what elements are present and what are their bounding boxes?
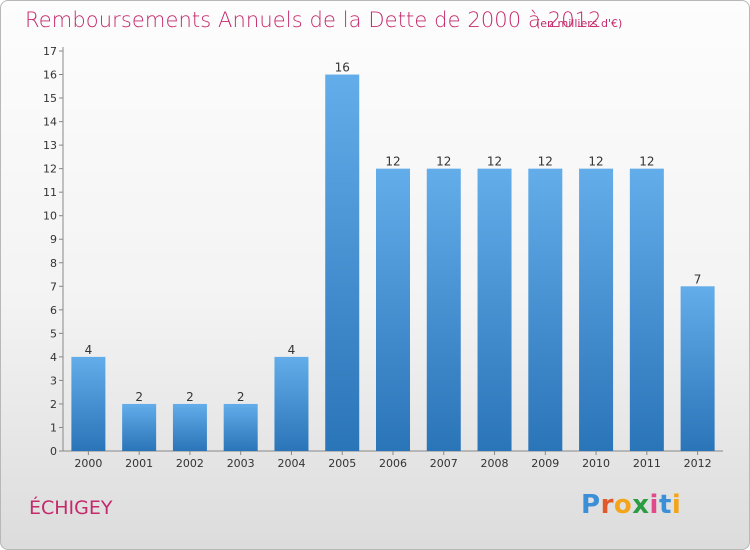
data-label: 12 [487, 155, 502, 169]
bar [579, 168, 614, 451]
data-label: 12 [588, 155, 603, 169]
data-label: 2 [237, 390, 245, 404]
x-tick-label: 2011 [633, 457, 661, 470]
chart-subtitle: (en milliers d'€) [536, 17, 623, 30]
y-tick-label: 3 [50, 374, 57, 387]
logo-letter: r [600, 490, 614, 520]
proxiti-logo[interactable]: Proxiti [581, 490, 681, 520]
y-tick-label: 11 [43, 186, 57, 199]
y-tick-label: 0 [50, 445, 57, 458]
bar [172, 403, 207, 451]
y-tick-label: 14 [43, 116, 57, 129]
data-label: 12 [538, 155, 553, 169]
logo-letter: x [632, 490, 650, 520]
bar [477, 168, 512, 451]
bar [680, 286, 715, 451]
logo-letter: o [613, 490, 633, 520]
bar [629, 168, 664, 451]
data-label: 2 [186, 390, 194, 404]
logo-letter: t [658, 490, 672, 520]
y-tick-label: 12 [43, 163, 57, 176]
logo-letter: i [671, 490, 682, 520]
town-name: ÉCHIGEY [29, 497, 113, 519]
bar [71, 356, 106, 451]
y-tick-label: 7 [50, 280, 57, 293]
y-tick-label: 13 [43, 139, 57, 152]
bar [122, 403, 157, 451]
chart-title: Remboursements Annuels de la Dette de 20… [25, 8, 602, 32]
data-label: 12 [385, 155, 400, 169]
y-tick-label: 16 [43, 69, 57, 82]
y-tick-label: 15 [43, 92, 57, 105]
data-label: 12 [639, 155, 654, 169]
logo-letter: i [649, 490, 659, 520]
x-tick-label: 2010 [582, 457, 610, 470]
bar [325, 74, 360, 451]
y-tick-label: 9 [50, 233, 57, 246]
x-tick-label: 2004 [277, 457, 305, 470]
y-tick-label: 5 [50, 327, 57, 340]
bar [274, 356, 309, 451]
x-tick-label: 2003 [227, 457, 255, 470]
bar [528, 168, 563, 451]
y-tick-label: 6 [50, 304, 57, 317]
x-tick-label: 2008 [481, 457, 509, 470]
x-tick-label: 2009 [531, 457, 559, 470]
bar [376, 168, 410, 451]
y-tick-label: 17 [43, 45, 57, 58]
data-label: 12 [436, 155, 451, 169]
bar [223, 403, 258, 451]
x-tick-label: 2001 [125, 457, 153, 470]
x-tick-label: 2000 [74, 457, 102, 470]
logo-letter: P [581, 490, 601, 520]
data-label: 16 [335, 61, 350, 75]
y-tick-label: 2 [50, 398, 57, 411]
y-tick-label: 8 [50, 257, 57, 270]
data-label: 7 [694, 272, 702, 286]
x-tick-label: 2005 [328, 457, 356, 470]
y-tick-label: 10 [43, 210, 57, 223]
bar [426, 168, 461, 451]
data-label: 4 [288, 343, 296, 357]
x-tick-label: 2002 [176, 457, 204, 470]
data-label: 2 [135, 390, 143, 404]
x-tick-label: 2007 [430, 457, 458, 470]
x-tick-label: 2006 [379, 457, 407, 470]
y-tick-label: 4 [50, 351, 57, 364]
y-tick-label: 1 [50, 421, 57, 434]
data-label: 4 [85, 343, 93, 357]
x-tick-label: 2012 [684, 457, 712, 470]
